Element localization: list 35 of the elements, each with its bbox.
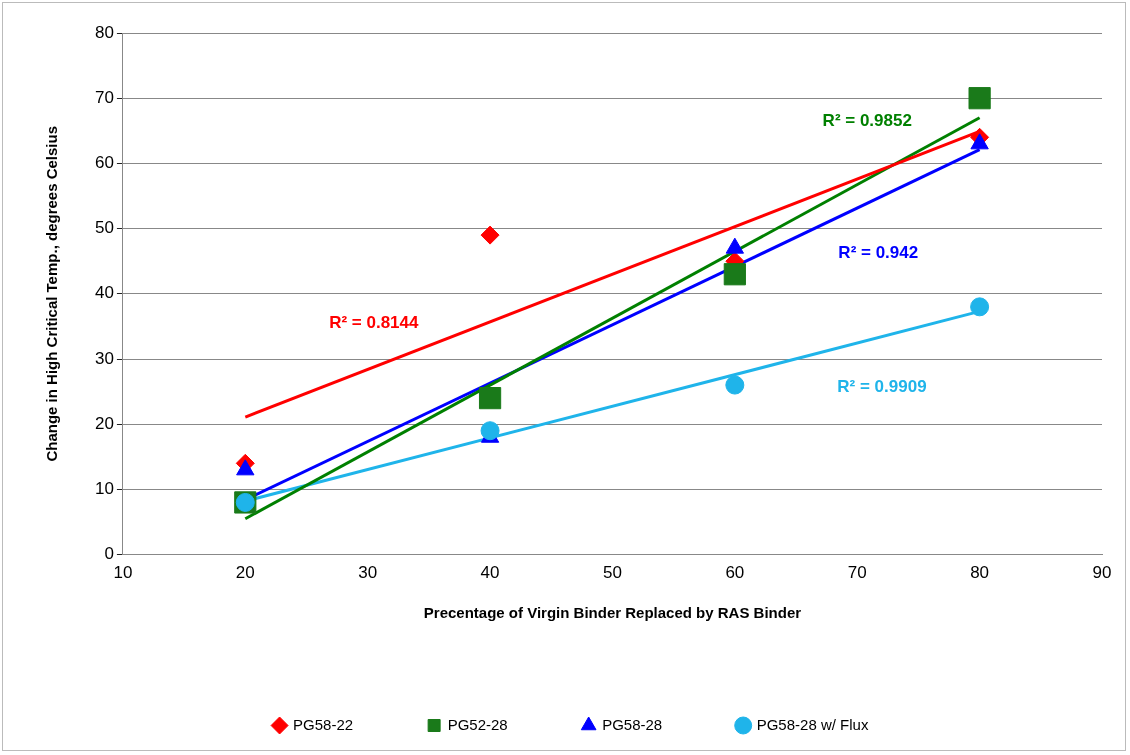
- y-tick-label: 40: [94, 283, 114, 303]
- y-tick-label: 50: [94, 218, 114, 238]
- y-tick-label: 60: [94, 153, 114, 173]
- legend-label: PG52-28: [447, 715, 508, 733]
- point: [723, 263, 746, 286]
- x-tick-label: 40: [480, 563, 500, 583]
- legend-label: PG58-28: [602, 715, 663, 733]
- y-tick-label: 10: [94, 479, 114, 499]
- y-tick-label: 80: [94, 22, 114, 42]
- annotation: R² = 0.8144: [329, 312, 419, 332]
- x-tick-label: 70: [847, 563, 867, 583]
- x-tick-label: 30: [358, 563, 378, 583]
- y-tick-label: 20: [94, 413, 114, 433]
- y-tick-label: 70: [94, 87, 114, 107]
- point: [480, 421, 500, 441]
- point: [480, 225, 500, 245]
- annotation: R² = 0.9909: [837, 377, 927, 397]
- x-tick-label: 60: [725, 563, 745, 583]
- x-tick-label: 20: [235, 563, 255, 583]
- legend-label: PG58-22: [293, 715, 354, 733]
- y-tick-label: 0: [104, 544, 114, 564]
- x-axis-title: Precentage of Virgin Binder Replaced by RAS Binder: [423, 604, 802, 622]
- legend-label: PG58-28 w/ Flux: [756, 715, 869, 733]
- x-tick-label: 10: [113, 563, 133, 583]
- y-tick-label: 30: [94, 348, 114, 368]
- annotation: R² = 0.9852: [822, 110, 912, 130]
- x-tick-label: 80: [970, 563, 990, 583]
- point: [970, 297, 990, 317]
- x-tick-label: 50: [602, 563, 622, 583]
- point: [478, 387, 502, 410]
- point: [725, 375, 745, 395]
- y-axis-title: Change in High Critical Temp., degrees Celsius: [43, 125, 61, 462]
- point: [968, 87, 991, 110]
- x-tick-label: 90: [1092, 563, 1112, 583]
- annotation: R² = 0.942: [838, 242, 919, 262]
